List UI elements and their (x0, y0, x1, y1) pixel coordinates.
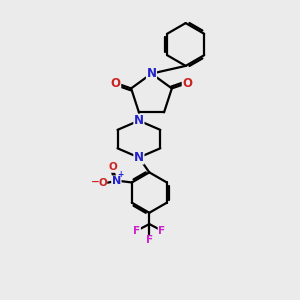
Text: N: N (134, 114, 144, 127)
Text: N: N (134, 151, 144, 164)
Text: O: O (111, 76, 121, 90)
Text: N: N (112, 176, 121, 186)
Text: F: F (133, 226, 140, 236)
Text: O: O (182, 76, 192, 90)
Text: O: O (98, 178, 107, 188)
Text: +: + (117, 170, 124, 179)
Text: F: F (158, 226, 165, 236)
Text: O: O (108, 162, 117, 172)
Text: −: − (91, 177, 99, 187)
Text: N: N (146, 67, 157, 80)
Text: F: F (146, 236, 153, 245)
